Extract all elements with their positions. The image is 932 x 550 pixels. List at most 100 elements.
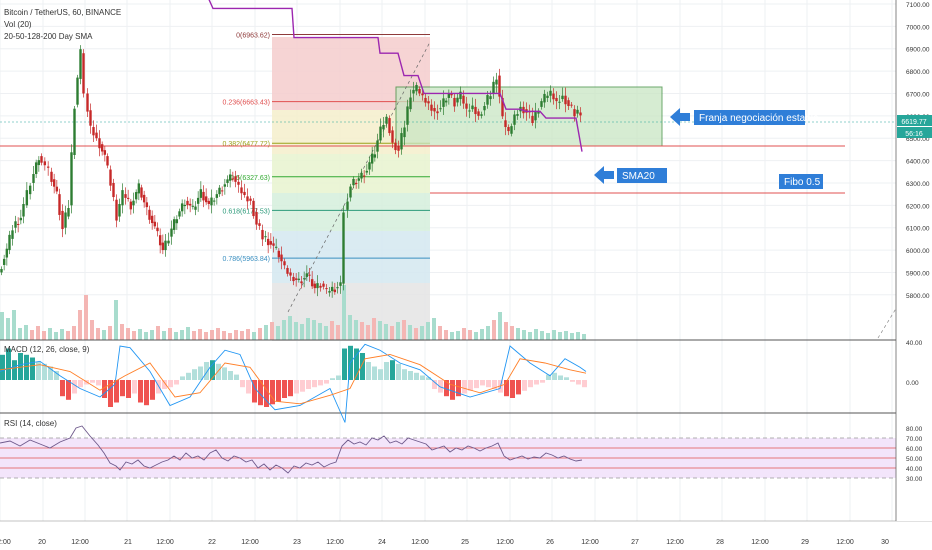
candle-body [489,96,492,100]
macd-bar [300,380,305,392]
macd-bar [192,369,197,380]
candle-body [196,197,200,204]
candle-body [418,89,421,94]
volume-bar [426,322,430,340]
price-candles [0,45,582,298]
volume-bar [318,323,322,340]
volume-bar [72,326,76,340]
volume-bar [270,322,274,340]
candle-body [204,196,208,203]
macd-bar [264,380,269,407]
macd-bar [180,376,185,380]
macd-bar [36,362,41,380]
fibo-label-group[interactable]: Fibo 0.5 [779,174,823,189]
volume-bar [216,328,220,340]
macd-bar [114,380,119,403]
candle-body [115,199,118,221]
volume-bar [552,330,556,340]
candle-body [118,203,121,217]
macd-bar [330,378,335,380]
candle-body [37,160,41,166]
volume-bar [282,320,286,340]
candle-body [504,120,507,128]
price-tick: 7100.00 [906,2,930,9]
macd-bar [450,380,455,400]
macd-bar [252,380,257,403]
candle-body [471,105,474,110]
volume-bar [138,329,142,340]
arrow-range[interactable]: Franja negociación estable [670,108,819,126]
macd-bar [42,363,47,380]
volume-bar [192,331,196,340]
macd-bar [204,362,209,380]
volume-bar [24,325,28,340]
candle-body [549,90,552,96]
time-tick: 12:00 [666,539,684,546]
macd-bar [462,380,467,394]
fib-level-label: 0.618(6177.53) [223,208,270,215]
volume-bar [168,328,172,340]
price-tick: 5900.00 [906,270,930,277]
sma-legend: 20-50-128-200 Day SMA [4,32,93,41]
macd-bar [228,371,233,380]
candle-body [212,200,216,202]
stable-range-box[interactable] [395,86,663,147]
macd-bar [186,372,191,380]
macd-bar [30,357,35,380]
candle-body [76,77,79,105]
sma-label-box [617,168,667,183]
candle-body [305,273,309,277]
candle-body [289,272,292,276]
candle-body [40,156,43,163]
candle-body [109,169,112,186]
macd-bar [270,380,275,405]
candle-body [112,182,115,198]
signal-line [0,354,587,405]
fib-level-label: 0.5(6327.63) [230,175,270,182]
volume-bar [396,322,400,340]
candle-body [300,281,303,284]
volume-bar [294,322,298,340]
candle-body [333,289,337,293]
macd-bar [306,380,311,389]
candle-body [450,93,453,96]
candle-body [67,208,70,217]
volume-bar [312,320,316,340]
candle-body [246,196,249,202]
candle-body [325,288,328,290]
candle-body [34,162,38,175]
macd-pane [0,343,587,423]
rsi-tick: 60.00 [906,446,923,453]
candle-body [70,152,73,206]
candle-body [531,115,534,124]
trend-line-dashed-right[interactable] [877,301,901,339]
rsi-tick: 70.00 [906,436,923,443]
macd-bar [168,380,173,388]
candle-body [261,229,264,240]
candle-body [462,95,465,104]
candle-body [16,223,20,225]
candle-body [52,179,56,187]
candle-body [234,176,237,182]
macd-bar [138,380,143,403]
volume-bar [540,331,544,340]
macd-bar [576,380,581,385]
candle-body [570,104,573,106]
arrow-sma[interactable]: SMA20 [594,166,667,184]
volume-bar [468,330,472,340]
candle-body [14,221,17,228]
volume-bar [378,321,382,340]
macd-bar [438,380,443,393]
volume-bar [570,333,574,340]
volume-bar [228,333,232,340]
volume-bar [330,321,334,340]
volume-bar [372,318,376,340]
candle-body [231,178,235,180]
sma20-line[interactable] [208,0,583,152]
candle-body [302,278,306,280]
candle-body [86,93,89,112]
candle-body [98,138,101,149]
candle-body [474,106,477,115]
price-axis[interactable] [896,0,932,521]
